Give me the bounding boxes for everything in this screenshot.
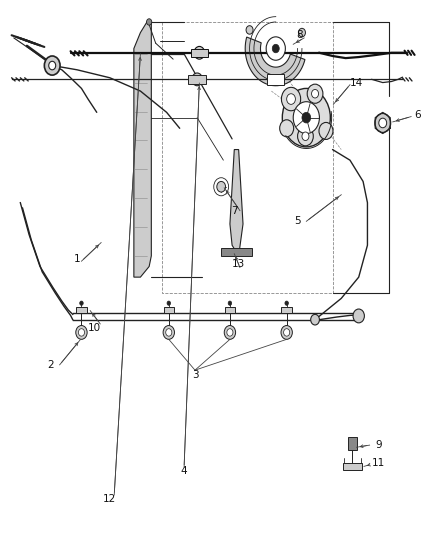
Circle shape xyxy=(282,87,300,111)
Polygon shape xyxy=(245,37,305,86)
Text: 13: 13 xyxy=(232,259,245,269)
Polygon shape xyxy=(76,308,87,313)
Text: 9: 9 xyxy=(375,440,381,450)
Circle shape xyxy=(311,90,318,98)
Polygon shape xyxy=(348,437,357,450)
Circle shape xyxy=(272,44,279,53)
Circle shape xyxy=(353,309,364,323)
Text: 7: 7 xyxy=(231,206,237,216)
Circle shape xyxy=(167,301,170,305)
Circle shape xyxy=(297,127,313,146)
Circle shape xyxy=(266,37,286,60)
Polygon shape xyxy=(282,308,292,313)
Circle shape xyxy=(194,46,205,59)
Polygon shape xyxy=(188,75,206,84)
Polygon shape xyxy=(230,150,243,256)
Circle shape xyxy=(298,28,305,37)
Circle shape xyxy=(287,94,295,104)
Circle shape xyxy=(224,326,236,340)
Circle shape xyxy=(246,26,253,34)
Polygon shape xyxy=(191,49,208,57)
Polygon shape xyxy=(221,248,252,256)
Text: 12: 12 xyxy=(103,494,117,504)
Text: 4: 4 xyxy=(181,466,187,476)
Circle shape xyxy=(285,301,288,305)
Circle shape xyxy=(147,19,152,25)
Circle shape xyxy=(80,301,83,305)
Circle shape xyxy=(217,181,226,192)
Text: 5: 5 xyxy=(294,216,301,227)
Circle shape xyxy=(163,326,174,340)
Circle shape xyxy=(227,329,233,336)
Circle shape xyxy=(166,329,172,336)
Polygon shape xyxy=(267,74,285,85)
Text: 14: 14 xyxy=(350,78,363,88)
Text: 2: 2 xyxy=(48,360,54,370)
Circle shape xyxy=(76,326,87,340)
Text: 1: 1 xyxy=(74,254,81,263)
Circle shape xyxy=(280,120,293,137)
Circle shape xyxy=(302,112,311,123)
Text: 8: 8 xyxy=(297,30,303,41)
Circle shape xyxy=(78,329,85,336)
Circle shape xyxy=(281,326,292,340)
Polygon shape xyxy=(225,308,235,313)
Circle shape xyxy=(319,123,333,140)
Circle shape xyxy=(379,118,387,128)
Text: 6: 6 xyxy=(414,110,421,120)
Circle shape xyxy=(302,132,309,141)
Circle shape xyxy=(192,73,202,86)
Circle shape xyxy=(49,61,56,70)
Polygon shape xyxy=(134,22,151,277)
Circle shape xyxy=(44,56,60,75)
Circle shape xyxy=(228,301,232,305)
Circle shape xyxy=(375,114,391,133)
Text: 11: 11 xyxy=(372,458,385,468)
Circle shape xyxy=(283,88,330,147)
Circle shape xyxy=(293,102,319,134)
Circle shape xyxy=(307,84,323,103)
Polygon shape xyxy=(343,463,362,470)
Text: 10: 10 xyxy=(88,322,101,333)
Polygon shape xyxy=(163,308,174,313)
Text: 3: 3 xyxy=(192,370,198,381)
Circle shape xyxy=(284,329,290,336)
Circle shape xyxy=(311,314,319,325)
